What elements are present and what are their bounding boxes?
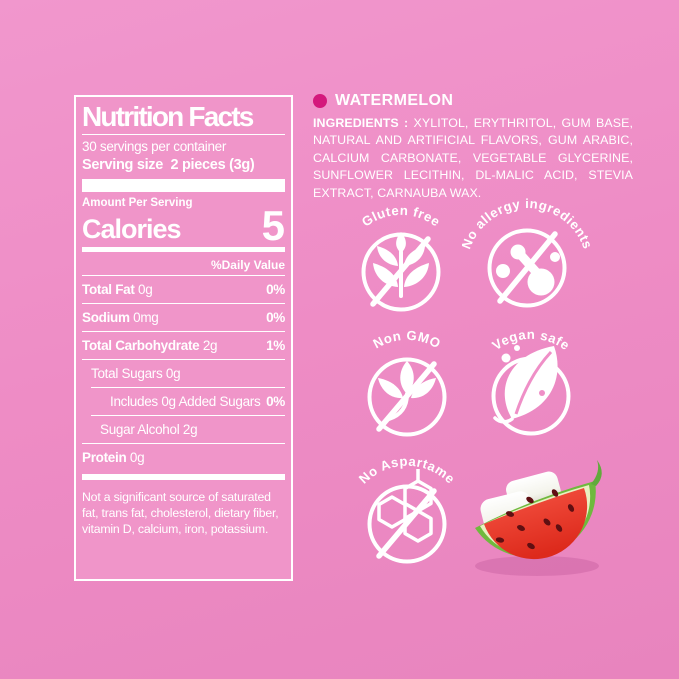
divider [82, 134, 285, 136]
daily-value-header: %Daily Value [210, 257, 285, 272]
flavor-name: WATERMELON [335, 92, 454, 109]
calories-label: Calories [82, 213, 182, 244]
serving-size-label: Serving size [82, 157, 164, 174]
slash-icon [376, 488, 437, 559]
nutrient-label: Includes 0g Added Sugars [110, 393, 261, 409]
ingredients-label: INGREDIENTS : [313, 116, 409, 130]
badge-label: Vegan safe [489, 327, 572, 353]
thick-divider [82, 179, 285, 193]
watermelon-gum-illustration [475, 460, 602, 576]
nutrient-label: Total Sugars [91, 365, 163, 381]
watermelon-slice [475, 460, 602, 560]
serving-size-value: 2 pieces (3g) [170, 157, 255, 174]
nutrient-dv: 0% [266, 393, 285, 409]
svg-text:Vegan safe: Vegan safe [489, 327, 572, 353]
nutrient-dv: 1% [266, 337, 285, 353]
vegan-safe-icon: Vegan safe [489, 327, 572, 436]
svg-text:Non GMO: Non GMO [371, 328, 444, 352]
slash-icon [497, 231, 558, 304]
nutrient-amount: 0mg [133, 309, 159, 325]
servings-per-container: 30 servings per container [82, 139, 227, 155]
serving-size-row: Serving size 2 pieces (3g) [82, 157, 285, 173]
badge-label: No allergy ingredients [462, 196, 592, 251]
nutrient-row-added-sugars: Includes 0g Added Sugars 0% [91, 386, 285, 415]
badge-label: Non GMO [371, 328, 443, 352]
nutrient-amount: 0g [165, 365, 181, 381]
nutrient-dv: 0% [266, 281, 285, 297]
badge-label: No Aspartame [356, 454, 458, 487]
nutrient-amount: 0g [129, 449, 145, 465]
ingredients-text: XYLITOL, ERYTHRITOL, GUM BASE, NATURAL A… [313, 116, 633, 200]
slash-icon [376, 361, 437, 432]
nutrition-facts-title: Nutrition Facts [82, 101, 254, 132]
slash-icon [370, 236, 431, 307]
sprout-glyph [378, 361, 436, 421]
svg-text:Gluten free: Gluten free [359, 203, 443, 230]
flavor-dot-icon [313, 94, 327, 108]
nutrient-label: Total Fat [82, 281, 135, 297]
nutrient-amount: 2g [202, 337, 218, 353]
nutrient-label: Sodium [82, 309, 130, 325]
nutrient-label: Protein [82, 449, 127, 465]
calories-value: 5 [261, 202, 285, 250]
flavor-header: WATERMELON [313, 92, 453, 110]
nutrition-footnote: Not a significant source of saturated fa… [82, 489, 279, 536]
nutrient-amount: 0g [138, 281, 153, 297]
leaf-glyph [493, 345, 558, 424]
badge-label: Gluten free [359, 203, 443, 230]
thick-divider [82, 473, 285, 480]
nutrient-label: Sugar Alcohol [100, 421, 180, 437]
no-aspartame-icon: No Aspartame [356, 454, 458, 564]
nutrition-facts-panel: Nutrition Facts 30 servings per containe… [74, 95, 293, 581]
nutrient-label: Total Carbohydrate [82, 337, 200, 353]
calories-row: Calories 5 [82, 202, 285, 250]
nutrient-dv: 0% [266, 309, 285, 325]
amount-per-serving-label: Amount Per Serving [82, 197, 193, 210]
nutrient-row-sodium: Sodium 0mg 0% [82, 302, 285, 331]
nutrient-row-sugar-alcohol: Sugar Alcohol 2g [91, 414, 285, 443]
nutrient-amount: 2g [182, 421, 198, 437]
svg-text:No Aspartame: No Aspartame [356, 454, 458, 487]
nutrient-row-total-fat: Total Fat 0g 0% [82, 274, 285, 303]
nutrient-row-total-sugars: Total Sugars 0g [82, 358, 285, 387]
nutrient-row-total-carbohydrate: Total Carbohydrate 2g 1% [82, 330, 285, 359]
nutrient-row-protein: Protein 0g [82, 442, 285, 471]
svg-text:No allergy ingredients: No allergy ingredients [462, 196, 592, 251]
shadow [475, 556, 599, 576]
no-allergy-ingredients-icon: No allergy ingredients [462, 196, 592, 308]
non-gmo-icon: Non GMO [367, 328, 447, 437]
medium-divider [82, 246, 285, 252]
ingredients-paragraph: INGREDIENTS : XYLITOL, ERYTHRITOL, GUM B… [313, 115, 633, 202]
stem-curl [591, 460, 602, 486]
seeds [495, 489, 575, 550]
gluten-free-icon: Gluten free [359, 203, 443, 312]
